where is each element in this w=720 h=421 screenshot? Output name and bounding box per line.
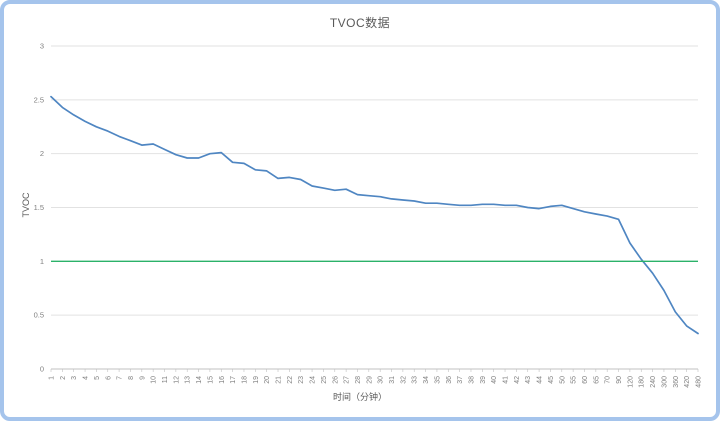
x-tick-label: 420	[684, 376, 691, 388]
x-tick-label: 34	[423, 376, 430, 384]
x-tick-label: 7	[117, 376, 124, 380]
x-tick-label: 17	[230, 376, 237, 384]
x-tick-label: 33	[412, 376, 419, 384]
x-tick-label: 39	[480, 376, 487, 384]
x-tick-label: 30	[378, 376, 385, 384]
x-tick-label: 21	[276, 376, 283, 384]
x-tick-label: 70	[605, 376, 612, 384]
x-tick-label: 480	[696, 376, 703, 388]
x-tick-label: 90	[616, 376, 623, 384]
x-tick-label: 15	[207, 376, 214, 384]
x-tick-label: 31	[389, 376, 396, 384]
x-tick-label: 40	[491, 376, 498, 384]
x-axis-title: 时间（分钟）	[332, 392, 387, 402]
x-tick-label: 5	[94, 376, 101, 380]
x-tick-label: 3	[71, 376, 78, 380]
x-tick-label: 50	[559, 376, 566, 384]
x-tick-label: 8	[128, 376, 135, 380]
tvoc-line-chart: 00.511.522.531 2 3 4 5 6 7 8 9 10 11 12 13 14 15 16 17 18…	[34, 42, 703, 388]
x-tick-label: 41	[503, 376, 510, 384]
x-tick-label: 11	[162, 376, 169, 383]
x-tick-label: 44	[537, 376, 544, 384]
y-tick-label: 1.5	[34, 203, 44, 212]
y-tick-label: 2	[40, 149, 44, 158]
x-tick-label: 29	[366, 376, 373, 384]
x-tick-label: 43	[525, 376, 532, 384]
x-tick-label: 42	[514, 376, 521, 384]
x-tick-label: 10	[151, 376, 158, 384]
x-tick-label: 25	[321, 376, 328, 384]
x-tick-label: 28	[355, 376, 362, 384]
x-tick-label: 300	[661, 376, 668, 388]
x-tick-label: 35	[434, 376, 441, 384]
y-tick-label: 2.5	[34, 95, 44, 104]
TVOC-line	[50, 95, 699, 335]
x-tick-label: 4	[83, 376, 90, 380]
x-tick-label: 120	[627, 376, 634, 388]
x-tick-label: 36	[446, 376, 453, 384]
x-tick-label: 38	[468, 376, 475, 384]
x-tick-label: 37	[457, 376, 464, 384]
x-tick-label: 19	[253, 376, 260, 384]
x-tick-label: 26	[332, 376, 339, 384]
y-tick-label: 0.5	[34, 311, 44, 320]
x-tick-label: 32	[400, 376, 407, 384]
y-tick-label: 0	[40, 365, 44, 374]
x-tick-label: 27	[344, 376, 351, 384]
x-tick-label: 12	[173, 376, 180, 384]
x-tick-label: 23	[298, 376, 305, 384]
x-tick-label: 18	[241, 376, 248, 384]
x-tick-label: 13	[185, 376, 192, 384]
y-tick-label: 1	[40, 257, 44, 266]
x-tick-label: 360	[673, 376, 680, 388]
x-tick-label: 45	[548, 376, 555, 384]
x-tick-label: 65	[593, 376, 600, 384]
watermark	[6, 401, 80, 412]
chart-title: TVOC数据	[329, 16, 391, 30]
x-tick-label: 16	[219, 376, 226, 384]
x-tick-label: 60	[582, 376, 589, 384]
x-tick-label: 55	[571, 376, 578, 384]
x-tick-label: 20	[264, 376, 271, 384]
x-tick-label: 6	[105, 376, 112, 380]
y-axis-title: TVOC	[21, 192, 31, 218]
x-tick-label: 240	[650, 376, 657, 388]
x-tick-label: 14	[196, 376, 203, 384]
x-tick-label: 180	[639, 376, 646, 388]
x-tick-label: 24	[310, 376, 317, 384]
y-tick-label: 3	[40, 42, 44, 51]
x-tick-label: 1	[49, 376, 56, 380]
x-tick-label: 22	[287, 376, 294, 384]
x-tick-label: 9	[139, 376, 146, 380]
x-tick-label: 2	[60, 376, 67, 380]
